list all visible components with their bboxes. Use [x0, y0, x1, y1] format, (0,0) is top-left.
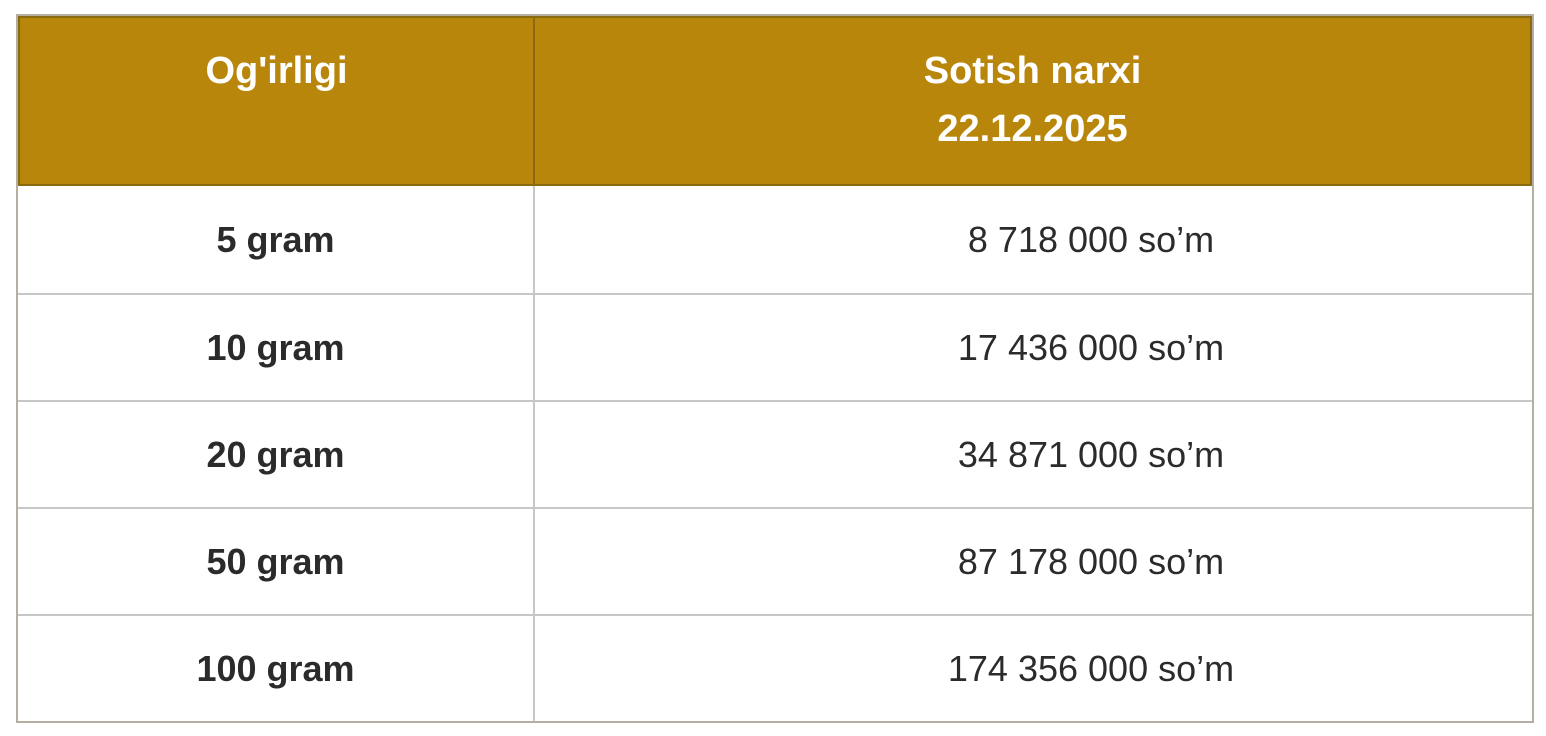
table-row: 50 gram 87 178 000 so’m	[18, 507, 1532, 614]
table-row: 10 gram 17 436 000 so’m	[18, 293, 1532, 400]
table-row: 100 gram 174 356 000 so’m	[18, 614, 1532, 721]
price-cell: 87 178 000 so’m	[957, 540, 1225, 582]
weight-cell: 20 gram	[18, 402, 535, 507]
weight-cell: 100 gram	[18, 616, 535, 721]
price-cell: 34 871 000 so’m	[957, 433, 1225, 475]
header-price-label: Sotish narxi	[923, 50, 1142, 92]
header-cell-price: Sotish narxi 22.12.2025	[535, 18, 1530, 184]
weight-cell: 50 gram	[18, 509, 535, 614]
header-weight-label: Og'irligi	[205, 50, 348, 92]
table-row: 5 gram 8 718 000 so’m	[18, 186, 1532, 293]
table-row: 20 gram 34 871 000 so’m	[18, 400, 1532, 507]
table-header-row: Og'irligi Sotish narxi 22.12.2025	[18, 16, 1532, 186]
gold-price-table: Og'irligi Sotish narxi 22.12.2025 5 gram…	[16, 14, 1534, 723]
header-cell-weight: Og'irligi	[20, 18, 535, 184]
header-price-date: 22.12.2025	[937, 108, 1128, 150]
price-cell: 174 356 000 so’m	[947, 647, 1235, 689]
price-cell: 17 436 000 so’m	[957, 326, 1225, 368]
price-cell: 8 718 000 so’m	[967, 218, 1215, 260]
weight-cell: 10 gram	[18, 295, 535, 400]
weight-cell: 5 gram	[18, 186, 535, 293]
